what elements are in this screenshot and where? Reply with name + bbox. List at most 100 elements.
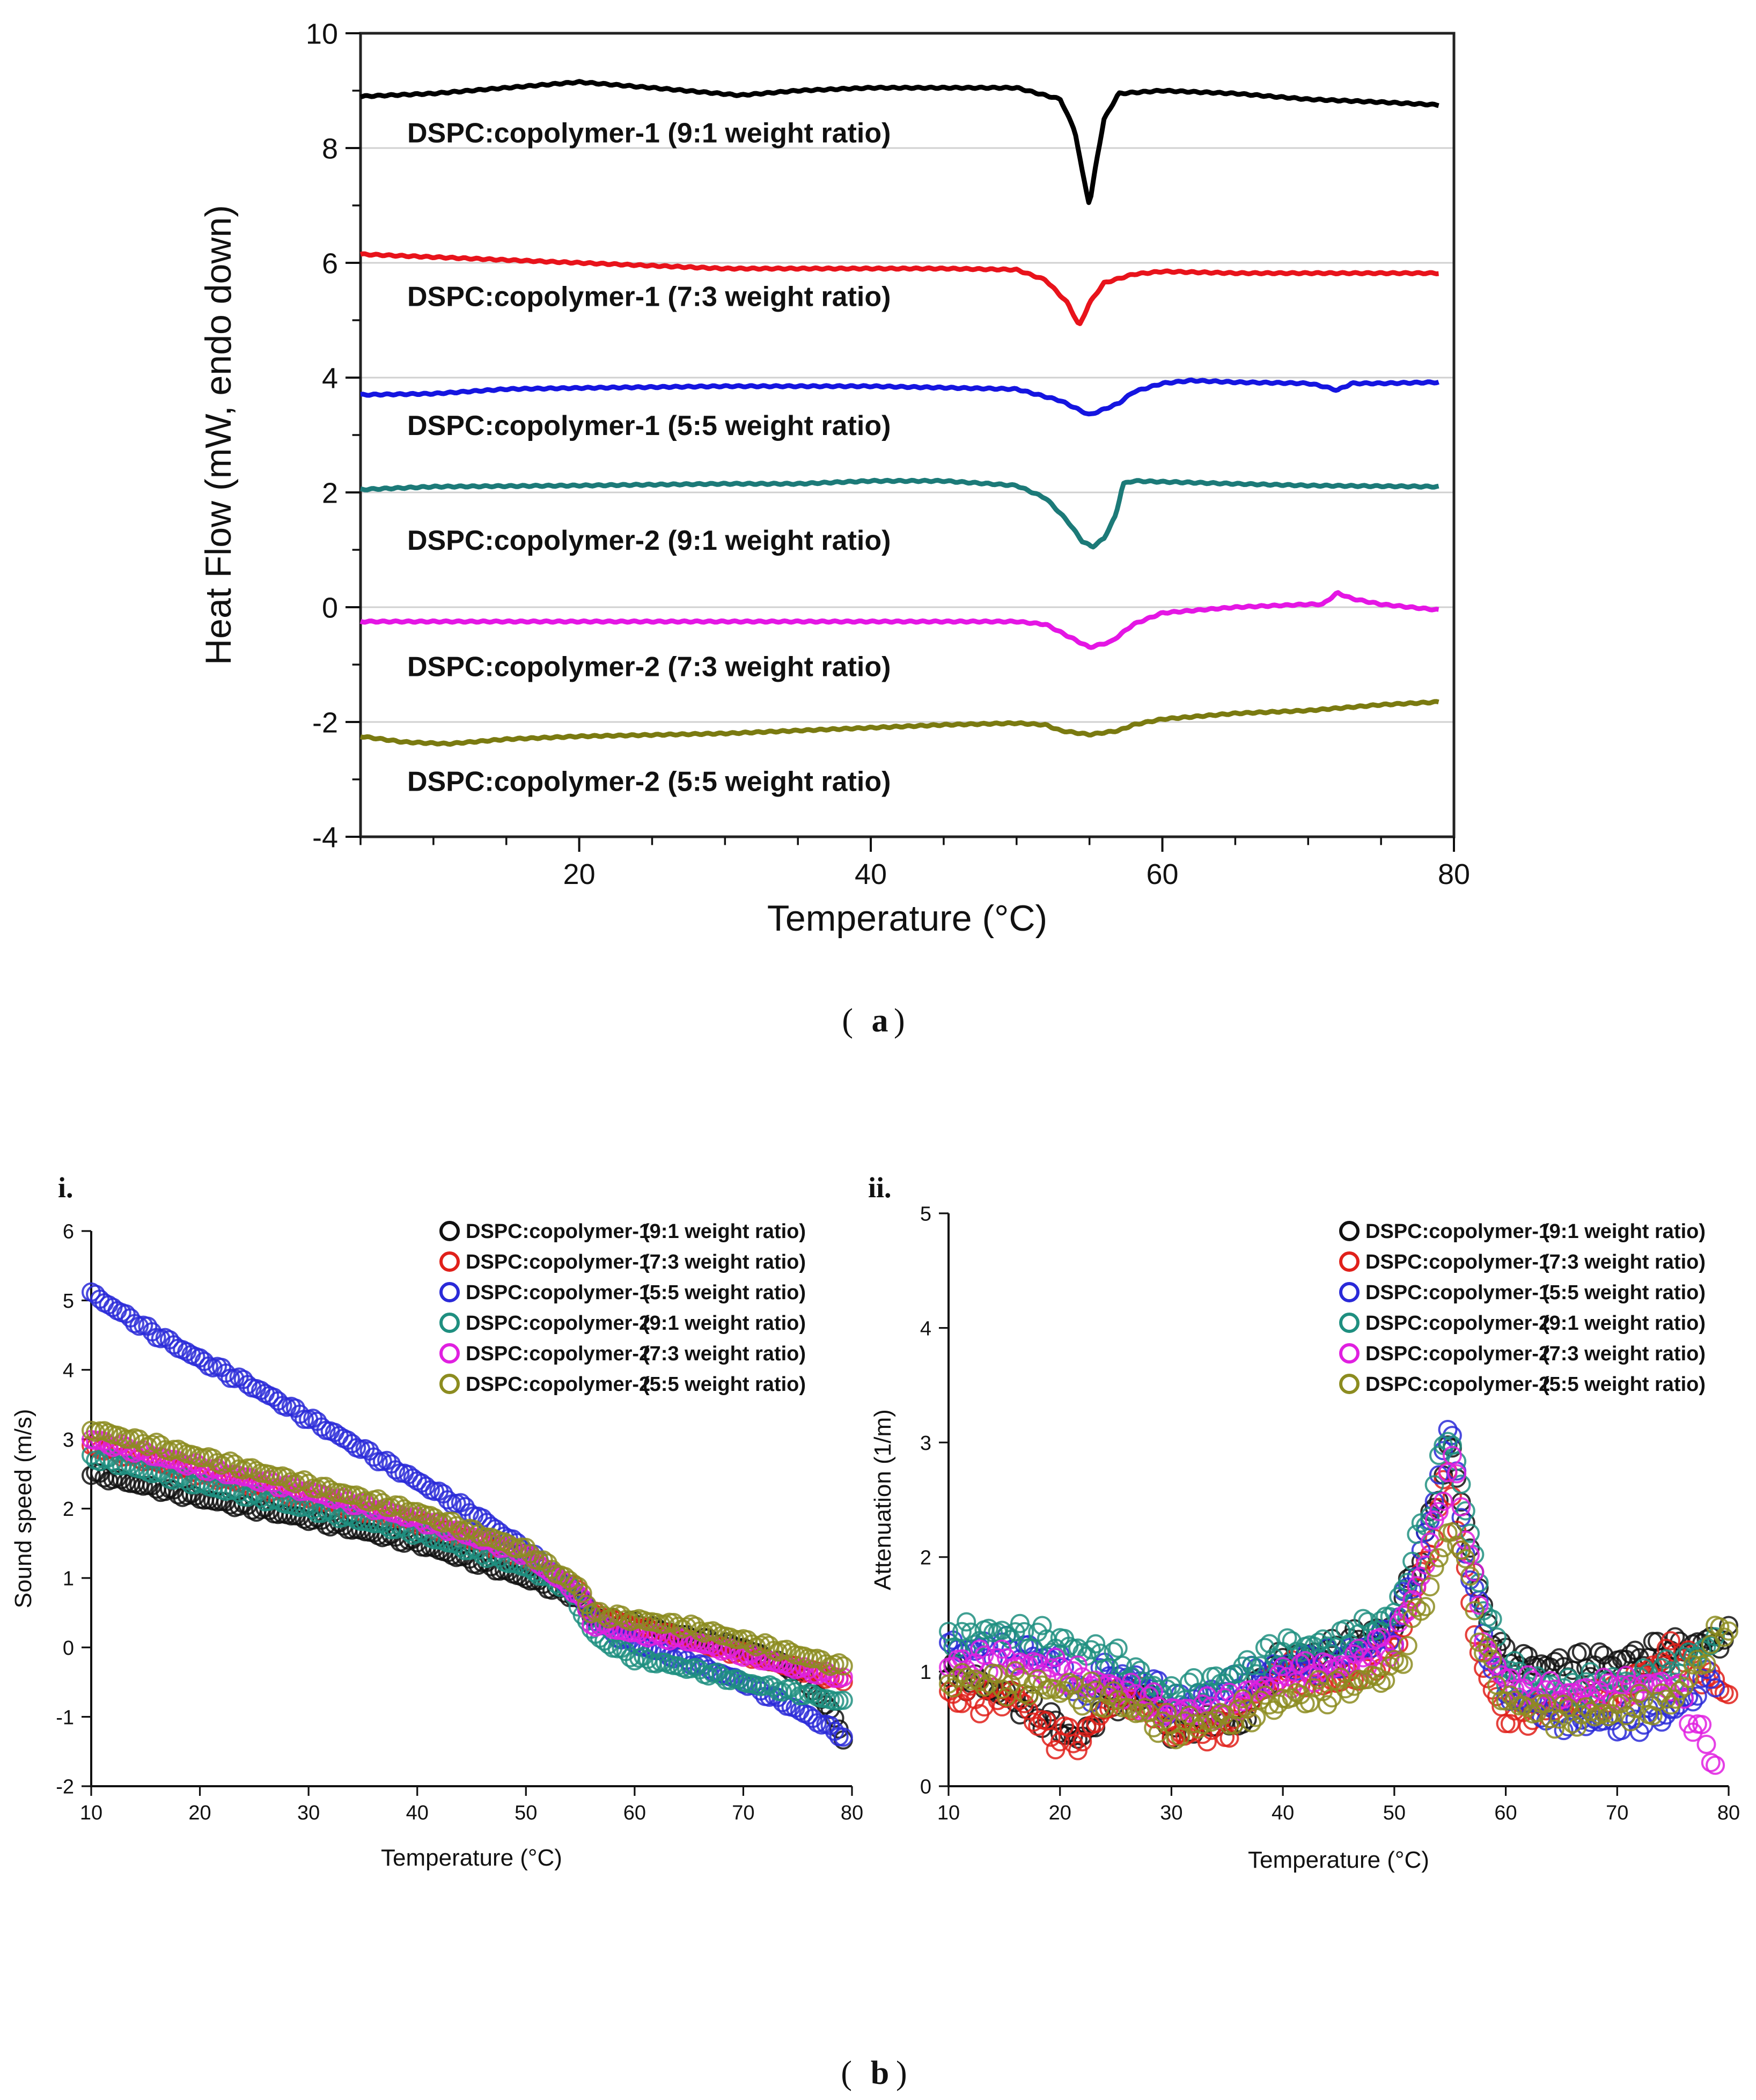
undefined-x-tick-label: 70	[732, 1802, 754, 1824]
undefined-data-point	[1442, 1522, 1462, 1542]
undefined-data-point	[1121, 1699, 1141, 1719]
undefined-legend-marker	[439, 1251, 460, 1272]
undefined-data-point	[1144, 1682, 1164, 1702]
undefined-data-point	[1309, 1632, 1328, 1652]
undefined-data-point	[1318, 1654, 1338, 1674]
undefined-data-point	[194, 1474, 214, 1494]
undefined-data-point	[1416, 1597, 1436, 1617]
undefined-data-point	[1407, 1597, 1427, 1617]
heat-flow-y-tick-label: -4	[312, 821, 338, 853]
undefined-legend-marker	[439, 1374, 460, 1394]
undefined-data-point	[1429, 1446, 1449, 1465]
undefined-data-point	[781, 1642, 801, 1662]
undefined-data-point	[1683, 1655, 1703, 1675]
undefined-x-tick-label: 20	[188, 1802, 211, 1824]
undefined-data-point	[1099, 1685, 1119, 1705]
undefined-data-point	[1581, 1702, 1600, 1722]
undefined-data-point	[1518, 1665, 1538, 1685]
undefined-data-point	[1032, 1675, 1052, 1695]
undefined-data-point	[1072, 1732, 1092, 1752]
undefined-data-point	[320, 1480, 340, 1500]
undefined-data-point	[1028, 1653, 1048, 1673]
undefined-x-tick-label: 30	[1160, 1802, 1182, 1824]
undefined-data-point	[1246, 1707, 1266, 1727]
undefined-data-point	[1612, 1675, 1632, 1695]
undefined-data-point	[1019, 1686, 1039, 1706]
heat-flow-chart: 20 40 60 80 -4 -2 0 2 4 6 8 10 Temperature (°C) Heat …	[198, 18, 1470, 939]
undefined-y-tick-label: 2	[920, 1546, 931, 1569]
panel-label-b-close: )	[896, 2055, 907, 2091]
undefined-legend-marker	[1339, 1374, 1360, 1394]
undefined-legend-marker	[439, 1282, 460, 1302]
undefined-legend-ratio: (7:3 weight ratio)	[1542, 1251, 1706, 1273]
undefined-data-point	[1554, 1694, 1574, 1714]
undefined-legend-marker	[439, 1313, 460, 1333]
undefined-legend-marker	[1339, 1343, 1360, 1364]
undefined-data-point	[1135, 1698, 1155, 1718]
undefined-data-point	[1621, 1712, 1641, 1731]
undefined-data-point	[1465, 1601, 1485, 1620]
undefined-data-point	[1567, 1717, 1587, 1737]
heat-flow-plot-area	[361, 33, 1454, 837]
undefined-data-point	[1701, 1752, 1721, 1772]
heat-flow-y-tick-label: 4	[322, 362, 338, 394]
undefined-data-point	[1692, 1715, 1712, 1735]
undefined-data-point	[833, 1690, 853, 1710]
undefined-data-point	[1121, 1672, 1141, 1692]
undefined-data-point	[1241, 1713, 1261, 1733]
undefined-legend-label: DSPC:copolymer-2	[1365, 1373, 1550, 1396]
undefined-legend-marker	[439, 1343, 460, 1364]
undefined-data-point	[1380, 1632, 1400, 1652]
undefined-data-point	[468, 1524, 488, 1544]
undefined-data-point	[1420, 1577, 1440, 1597]
undefined-data-point	[1661, 1695, 1680, 1715]
undefined-legend-label: DSPC:copolymer-2	[1365, 1343, 1550, 1365]
sound-speed-chart: 10 20 30 40 50 60 70 80 -2 -1 0 1 2 3 4 5 6 Temperature (…	[10, 1220, 863, 1871]
undefined-data-point	[1130, 1703, 1150, 1723]
undefined-data-point	[1714, 1627, 1734, 1647]
heat-flow-y-axis-label: Heat Flow (mW, endo down)	[198, 205, 239, 665]
undefined-data-point	[1424, 1558, 1444, 1578]
undefined-x-tick-label: 50	[515, 1802, 537, 1824]
undefined-x-tick-label: 40	[1272, 1802, 1294, 1824]
undefined-data-point	[1643, 1706, 1663, 1726]
undefined-data-point	[1041, 1642, 1061, 1662]
undefined-data-point	[997, 1687, 1017, 1707]
undefined-data-point	[1594, 1667, 1614, 1687]
undefined-data-point	[1706, 1755, 1725, 1775]
undefined-data-point	[312, 1504, 332, 1523]
undefined-data-point	[1322, 1688, 1342, 1708]
undefined-y-tick-label: 6	[63, 1221, 74, 1243]
undefined-data-point	[1719, 1621, 1738, 1641]
undefined-x-tick-label: 10	[80, 1802, 102, 1824]
undefined-data-point	[164, 1470, 183, 1490]
undefined-data-point	[1706, 1678, 1725, 1698]
undefined-data-point	[1545, 1719, 1564, 1739]
undefined-data-point	[833, 1727, 853, 1747]
undefined-y-tick-label: 3	[63, 1429, 74, 1451]
undefined-data-point	[1465, 1562, 1485, 1582]
panel-label-a-close: )	[894, 1003, 905, 1039]
undefined-data-point	[1371, 1674, 1391, 1693]
undefined-data-point	[1041, 1727, 1061, 1747]
heat-flow-series-label: DSPC:copolymer-1 (7:3 weight ratio)	[407, 281, 891, 312]
undefined-data-point	[1429, 1502, 1449, 1522]
undefined-data-point	[1157, 1703, 1177, 1722]
undefined-y-tick-label: 1	[63, 1568, 74, 1590]
undefined-data-point	[1157, 1679, 1177, 1699]
undefined-data-point	[1451, 1475, 1471, 1494]
undefined-data-point	[1335, 1679, 1355, 1699]
undefined-data-point	[268, 1490, 288, 1510]
undefined-data-point	[1326, 1657, 1346, 1677]
undefined-data-point	[1219, 1728, 1239, 1748]
undefined-data-point	[1407, 1576, 1427, 1596]
undefined-data-point	[943, 1678, 963, 1698]
undefined-legend-label: DSPC:copolymer-2	[1365, 1312, 1550, 1335]
undefined-data-point	[381, 1498, 401, 1517]
undefined-data-point	[1478, 1613, 1498, 1633]
undefined-data-point	[1456, 1501, 1475, 1521]
undefined-data-point	[1696, 1734, 1716, 1754]
undefined-data-point	[1687, 1686, 1707, 1706]
undefined-data-point	[1442, 1446, 1462, 1465]
undefined-y-tick-label: 2	[63, 1498, 74, 1521]
